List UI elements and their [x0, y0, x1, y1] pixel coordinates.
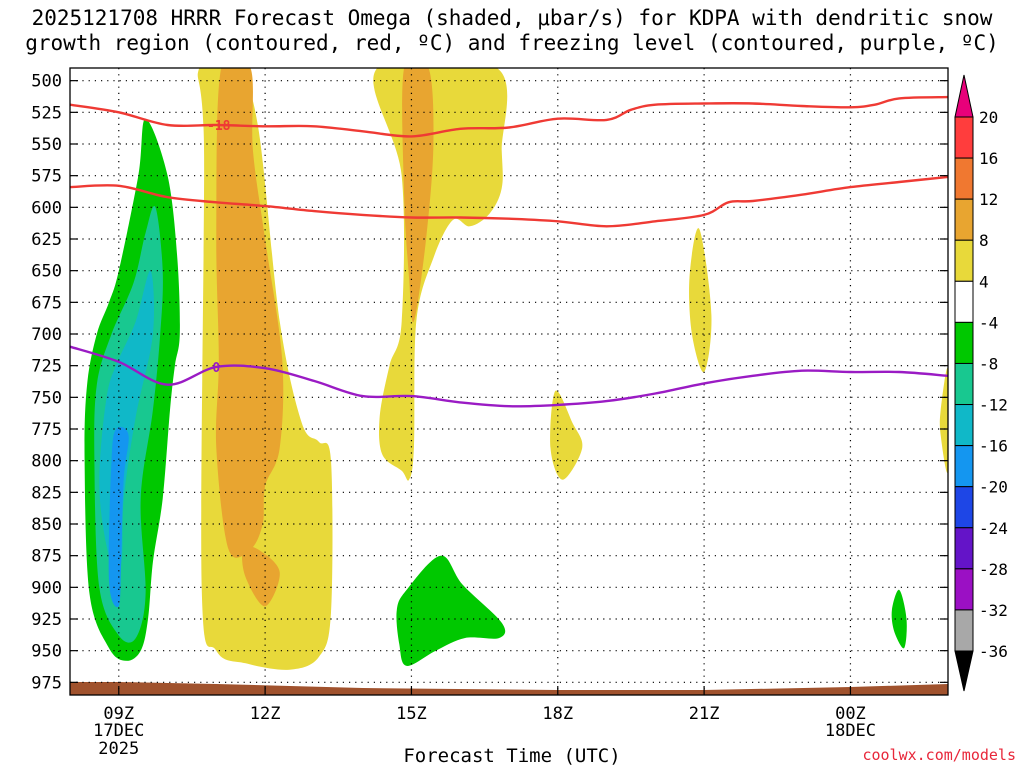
y-tick-label-675: 675: [31, 293, 62, 313]
y-tick-label-975: 975: [31, 673, 62, 693]
x-tick-label-18Z: 18Z: [542, 704, 573, 724]
colorbar-swatch-8: [954, 404, 974, 447]
y-tick-label-750: 750: [31, 388, 62, 408]
colorbar-label-12: 12: [979, 190, 998, 209]
freezing-level-contour: [70, 345, 948, 408]
colorbar-swatch-9: [954, 445, 974, 488]
x-tick-sublabel-18DEC: 18DEC: [825, 721, 876, 741]
contour-labels: -18 0: [207, 119, 231, 376]
colorbar-over-triangle: [954, 74, 974, 118]
colorbar-label--24: -24: [979, 519, 1008, 538]
y-tick-label-600: 600: [31, 198, 62, 218]
colorbar-swatch-12: [954, 568, 974, 611]
pressure-axis: 500 525 550 575 600 625 650 675 700 725 750 775 800 8…: [31, 72, 948, 693]
chart-title: 2025121708 HRRR Forecast Omega (shaded, …: [0, 6, 1024, 56]
colorbar-swatch-2: [954, 157, 974, 200]
colorbar-swatch-11: [954, 527, 974, 570]
chart-title-line-1: 2025121708 HRRR Forecast Omega (shaded, …: [31, 6, 993, 30]
y-tick-label-650: 650: [31, 262, 62, 282]
x-tick-label-12Z: 12Z: [250, 704, 281, 724]
colorbar-label--4: -4: [979, 313, 998, 332]
x-tick-label-09Z: 09Z: [103, 704, 134, 724]
colorbar-label-20: 20: [979, 108, 998, 127]
dgz-contour-1: [70, 95, 948, 138]
colorbar-label-4: 4: [979, 272, 989, 291]
y-tick-label-800: 800: [31, 452, 62, 472]
x-tick-sublabel-17DEC: 17DEC: [93, 721, 144, 741]
omega-region-descent-mid-outer: [373, 68, 508, 481]
colorbar-swatch-6: [954, 321, 974, 364]
x-tick-label-21Z: 21Z: [689, 704, 720, 724]
omega-region-descent-edge: [939, 367, 948, 473]
omega-region-descent-21z: [689, 228, 712, 373]
plot-frame: [69, 67, 949, 696]
grid-lines: [70, 68, 948, 695]
y-tick-label-950: 950: [31, 642, 62, 662]
colorbar-swatch-7: [954, 362, 974, 406]
y-tick-label-775: 775: [31, 420, 62, 440]
ground-surface: [70, 682, 948, 695]
colorbar-label--20: -20: [979, 478, 1008, 497]
omega-region-descent-early-core: [215, 68, 284, 558]
colorbar-label--8: -8: [979, 354, 998, 373]
y-tick-label-625: 625: [31, 230, 62, 250]
colorbar: 20 16 12 8 4 -4 -8 -12 -16 -20 -24 -28 -32 -36: [954, 74, 1008, 692]
x-tick-sublabel-2025: 2025: [98, 739, 139, 759]
colorbar-swatch-1: [954, 116, 974, 159]
y-tick-label-825: 825: [31, 483, 62, 503]
x-tick-label-15Z: 15Z: [396, 704, 427, 724]
credit-link[interactable]: coolwx.com/models: [862, 746, 1016, 764]
colorbar-label--12: -12: [979, 396, 1008, 415]
dgz-contour-1-label: -18: [207, 119, 231, 134]
y-tick-label-725: 725: [31, 357, 62, 377]
y-tick-label-575: 575: [31, 167, 62, 187]
colorbar-label-8: 8: [979, 231, 989, 250]
colorbar-swatch-5: [954, 280, 974, 323]
colorbar-under-triangle: [954, 650, 974, 692]
colorbar-swatch-3: [954, 198, 974, 241]
colorbar-label--32: -32: [979, 601, 1008, 620]
omega-region-descent-18z: [550, 390, 583, 480]
colorbar-label--28: -28: [979, 560, 1008, 579]
ground-layer: [70, 682, 948, 695]
chart-title-line-2: growth region (contoured, red, ºC) and f…: [25, 31, 999, 55]
y-tick-label-875: 875: [31, 547, 62, 567]
y-tick-label-925: 925: [31, 610, 62, 630]
dgz-contour-2: [70, 175, 948, 228]
y-tick-label-900: 900: [31, 578, 62, 598]
omega-region-descent-early-blob: [242, 546, 280, 607]
colorbar-swatch-10: [954, 486, 974, 529]
x-axis-title: Forecast Time (UTC): [403, 745, 621, 767]
freezing-level-contour-label: 0: [212, 361, 220, 376]
y-tick-label-850: 850: [31, 515, 62, 535]
omega-region-ascent-mid: [396, 555, 506, 666]
y-tick-label-550: 550: [31, 135, 62, 155]
colorbar-label--16: -16: [979, 437, 1008, 456]
y-tick-label-500: 500: [31, 72, 62, 92]
x-tick-label-00Z: 00Z: [835, 704, 866, 724]
y-tick-label-525: 525: [31, 103, 62, 123]
colorbar-swatch-13: [954, 609, 974, 652]
temperature-contours: [70, 95, 948, 408]
omega-region-descent-mid-core: [402, 68, 434, 323]
colorbar-label--36: -36: [979, 642, 1008, 661]
omega-region-ascent-late: [891, 589, 907, 649]
colorbar-label-16: 16: [979, 149, 998, 168]
y-tick-label-700: 700: [31, 325, 62, 345]
colorbar-swatch-4: [954, 239, 974, 282]
omega-region-ascent-early-peak: [108, 426, 129, 608]
